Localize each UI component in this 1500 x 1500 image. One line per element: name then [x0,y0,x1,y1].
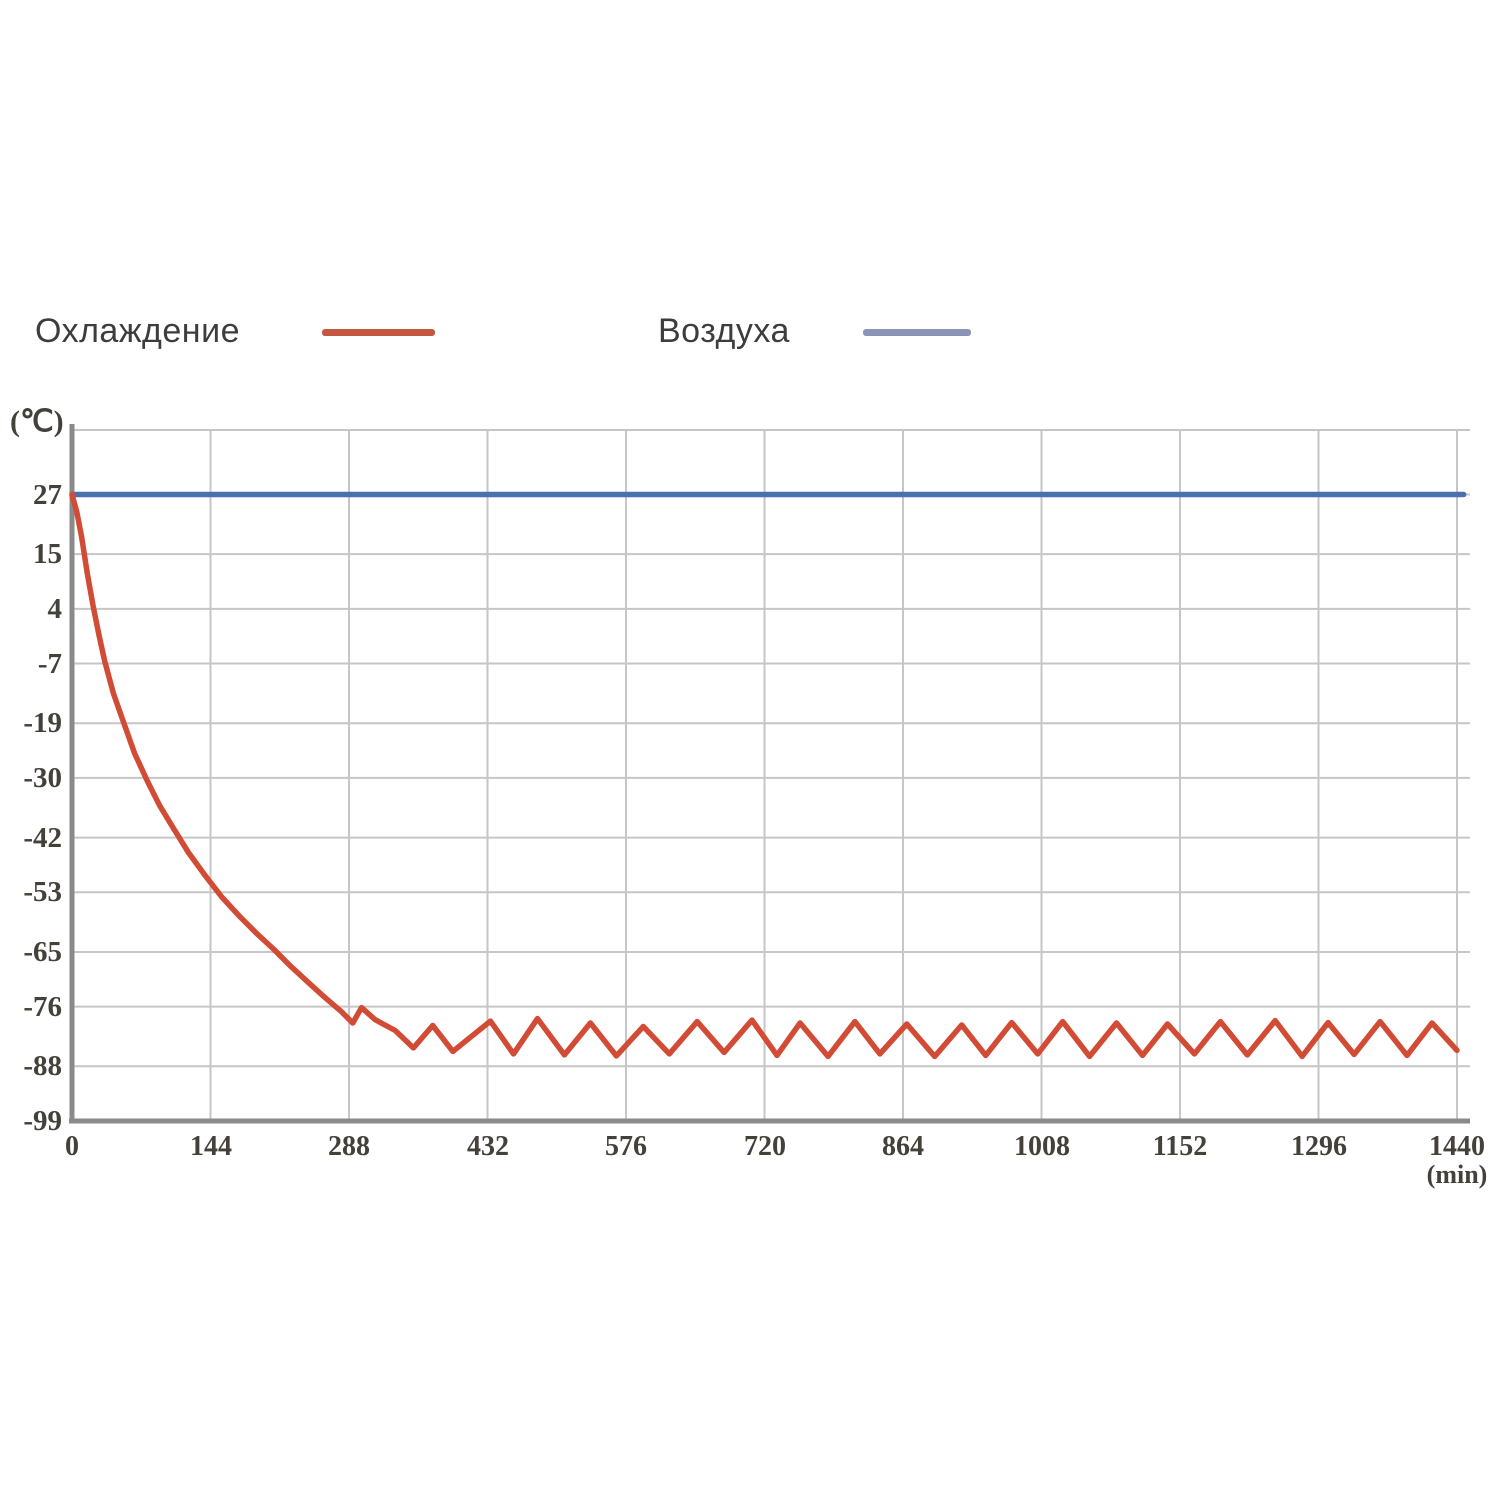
x-axis-unit-label: (min) [1426,1160,1488,1189]
y-tick-label: -88 [23,1050,62,1082]
x-tick-label: 576 [605,1131,647,1162]
y-tick-label: -76 [23,991,62,1023]
y-tick-label: 4 [47,593,63,625]
x-tick-label: 432 [467,1131,509,1162]
x-tick-label: 1008 [1014,1131,1070,1162]
x-tick-label: 1296 [1291,1131,1347,1162]
legend-line-cooling-swatch [322,329,435,336]
y-tick-label: -19 [23,707,62,739]
y-tick-label: 27 [33,479,62,511]
x-tick-label: 0 [65,1131,79,1162]
x-tick-label: 144 [190,1131,232,1162]
x-tick-label: 720 [744,1131,786,1162]
legend-line-air-swatch [863,329,971,336]
y-tick-label: -30 [23,762,62,794]
x-tick-label: 288 [328,1131,370,1162]
y-tick-label: -53 [23,876,62,908]
legend-label-air: Воздуха [658,312,790,350]
series-cooling-line [69,491,1460,1060]
y-tick-label: -99 [23,1105,62,1137]
y-axis-unit-label: (℃) [10,405,64,438]
legend-label-cooling: Охлаждение [35,312,240,350]
y-tick-label: -65 [23,936,62,968]
x-tick-label: 1152 [1152,1131,1208,1162]
x-tick-label: 1440 [1429,1131,1485,1162]
y-tick-label: -42 [23,822,62,854]
x-tick-label: 864 [882,1131,924,1162]
y-tick-label: 15 [33,538,62,570]
y-tick-label: -7 [37,648,62,680]
